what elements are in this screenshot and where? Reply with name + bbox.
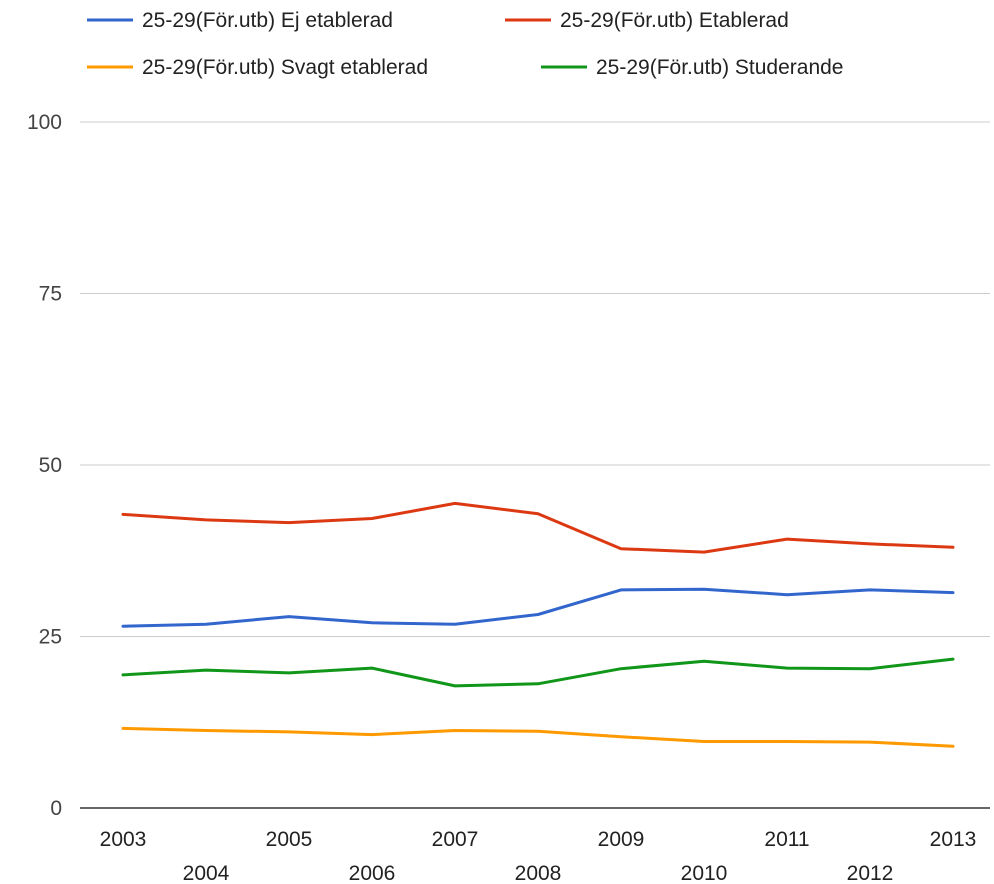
series-line-2 bbox=[121, 501, 955, 554]
x-tick-label: 2005 bbox=[266, 828, 313, 851]
gridlines bbox=[80, 121, 990, 809]
x-tick-label: 2006 bbox=[349, 862, 396, 884]
x-tick-label: 2012 bbox=[847, 862, 894, 884]
y-tick-label: 100 bbox=[27, 111, 62, 134]
y-tick-label: 50 bbox=[39, 454, 62, 477]
x-axis: 2003 2004 2005 2006 2007 2008 2009 2010 2011 2012… bbox=[100, 828, 977, 884]
series-lines bbox=[121, 501, 955, 748]
x-tick-label: 2008 bbox=[515, 862, 562, 884]
legend-item[interactable]: 25-29(För.utb) Etablerad bbox=[505, 9, 789, 32]
legend-label: 25-29(För.utb) Svagt etablerad bbox=[142, 56, 428, 79]
series-line-3 bbox=[121, 726, 955, 748]
x-tick-label: 2013 bbox=[930, 828, 977, 851]
legend-item[interactable]: 25-29(För.utb) Ej etablerad bbox=[87, 9, 393, 32]
chart-legend: 25-29(För.utb) Ej etablerad 25-29(För.utb… bbox=[87, 9, 844, 79]
y-tick-label: 25 bbox=[39, 626, 62, 649]
series-line-1 bbox=[121, 587, 955, 628]
y-tick-label: 0 bbox=[50, 797, 62, 820]
legend-label: 25-29(För.utb) Etablerad bbox=[560, 9, 789, 32]
x-tick-label: 2004 bbox=[183, 862, 230, 884]
legend-item[interactable]: 25-29(För.utb) Studerande bbox=[541, 56, 844, 79]
x-tick-label: 2010 bbox=[681, 862, 728, 884]
x-tick-label: 2011 bbox=[764, 828, 809, 851]
legend-label: 25-29(För.utb) Studerande bbox=[596, 56, 844, 79]
x-tick-label: 2009 bbox=[598, 828, 645, 851]
x-tick-label: 2003 bbox=[100, 828, 147, 851]
legend-label: 25-29(För.utb) Ej etablerad bbox=[142, 9, 393, 32]
series-line-4 bbox=[121, 657, 955, 688]
y-tick-label: 75 bbox=[39, 283, 62, 306]
y-axis: 0 25 50 75 100 bbox=[27, 111, 62, 820]
x-tick-label: 2007 bbox=[432, 828, 479, 851]
legend-item[interactable]: 25-29(För.utb) Svagt etablerad bbox=[87, 56, 428, 79]
